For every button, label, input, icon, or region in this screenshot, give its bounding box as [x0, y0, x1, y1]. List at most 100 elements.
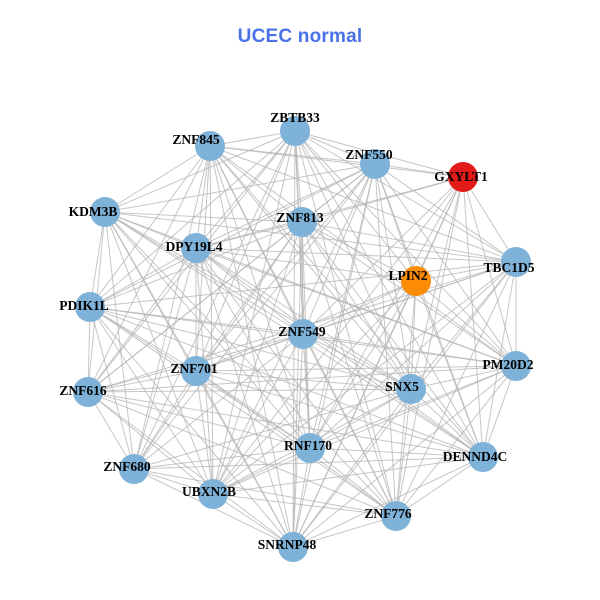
network-edge: [89, 306, 135, 470]
network-edge: [87, 391, 397, 517]
network-node-znf616[interactable]: [73, 377, 103, 407]
network-node-pm20d2[interactable]: [501, 351, 531, 381]
network-edge: [302, 333, 484, 458]
network-node-rnf170[interactable]: [295, 433, 325, 463]
network-edge: [209, 145, 484, 458]
network-node-znf680[interactable]: [119, 454, 149, 484]
network-edge: [374, 163, 517, 263]
edge-layer: [87, 130, 517, 548]
network-edge: [87, 391, 214, 495]
network-edge: [212, 493, 294, 548]
network-edge: [302, 333, 311, 449]
network-edge: [292, 388, 412, 548]
network-node-znf845[interactable]: [195, 131, 225, 161]
network-edge: [302, 280, 417, 335]
page-title: UCEC normal: [237, 26, 363, 47]
network-node-gxylt1[interactable]: [448, 162, 478, 192]
network-edge: [309, 388, 412, 449]
network-edge: [212, 365, 517, 495]
network-edge: [87, 221, 303, 393]
network-edge: [410, 388, 484, 458]
network-edge: [374, 163, 484, 458]
network-edge: [195, 333, 304, 372]
network-edge: [89, 261, 517, 308]
network-edge: [212, 261, 517, 495]
network-edge: [87, 391, 484, 458]
network-edge: [209, 145, 214, 495]
network-edge: [395, 261, 517, 517]
network-node-snx5[interactable]: [396, 374, 426, 404]
network-edge: [133, 333, 304, 470]
network-edge: [104, 211, 303, 223]
network-node-kdm3b[interactable]: [90, 197, 120, 227]
network-edge: [195, 145, 211, 249]
network-edge: [212, 493, 397, 517]
network-edge: [415, 280, 484, 458]
network-edge: [133, 468, 397, 517]
network-edge: [89, 145, 211, 308]
network-edge: [209, 145, 303, 223]
network-edge: [89, 211, 106, 308]
network-edge: [133, 370, 197, 470]
network-edge: [133, 447, 311, 470]
network-node-znf701[interactable]: [181, 356, 211, 386]
network-edge: [87, 370, 197, 393]
network-node-zbtb33[interactable]: [280, 116, 310, 146]
network-edge: [374, 163, 397, 517]
network-edge: [89, 247, 197, 308]
network-edge: [195, 221, 303, 249]
network-edge: [410, 280, 417, 390]
network-edge: [104, 211, 397, 517]
network-edge: [195, 247, 417, 282]
network-edge: [87, 388, 412, 393]
network-edge: [195, 370, 311, 449]
network-edge: [302, 333, 517, 367]
network-node-lpin2[interactable]: [401, 266, 431, 296]
network-node-snrnp48[interactable]: [278, 532, 308, 562]
network-edge: [104, 163, 376, 213]
network-edge: [195, 247, 517, 263]
network-edge: [292, 515, 397, 548]
network-edge: [309, 447, 484, 458]
network-node-ubxn2b[interactable]: [198, 479, 228, 509]
network-edge: [292, 280, 417, 548]
network-edge: [482, 365, 517, 458]
network-edge: [195, 247, 412, 390]
network-node-znf549[interactable]: [288, 319, 318, 349]
network-node-znf776[interactable]: [381, 501, 411, 531]
network-edge: [195, 370, 484, 458]
network-edge: [415, 261, 517, 282]
network-edge: [482, 261, 517, 458]
network-edge: [104, 211, 517, 263]
network-edge: [302, 163, 376, 335]
network-node-znf813[interactable]: [287, 207, 317, 237]
network-edge: [89, 306, 214, 495]
network-edge: [292, 365, 517, 548]
network-edge: [309, 163, 376, 449]
network-node-pdik1l[interactable]: [75, 292, 105, 322]
network-edge: [89, 163, 376, 308]
network-node-dennd4c[interactable]: [468, 442, 498, 472]
network-node-znf550[interactable]: [360, 149, 390, 179]
network-node-tbc1d5[interactable]: [501, 247, 531, 277]
network-edge: [195, 365, 517, 372]
network-edge: [195, 370, 294, 548]
network-edge: [195, 221, 303, 372]
network-edge: [212, 280, 417, 495]
network-edge: [410, 365, 517, 390]
network-edge: [195, 176, 464, 249]
network-edge: [89, 306, 197, 372]
network-edge: [195, 370, 412, 390]
network-edge: [209, 145, 412, 390]
network-edge: [195, 163, 376, 372]
network-edge: [87, 391, 311, 449]
network-node-dpy19l4[interactable]: [181, 233, 211, 263]
network-edge: [104, 211, 214, 495]
node-layer: [73, 116, 531, 562]
network-edge: [301, 221, 517, 263]
network-edge: [89, 306, 294, 548]
network-edge: [87, 365, 517, 393]
network-edge: [195, 247, 294, 548]
network-edge: [302, 333, 412, 390]
